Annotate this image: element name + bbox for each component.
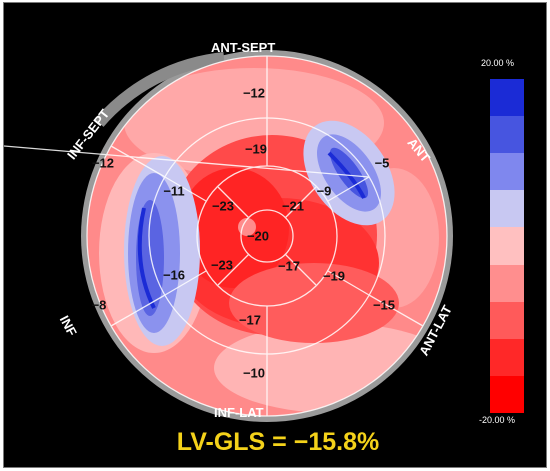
segment-basal-inf-sept: −12 (91, 155, 115, 171)
segment-basal-inf: −8 (91, 297, 107, 313)
wall-label-inf-lat: INF-LAT (214, 405, 264, 420)
wall-label-ant-sept: ANT-SEPT (211, 40, 276, 55)
segment-apical-ant: −21 (281, 198, 305, 214)
segment-grid (4, 55, 448, 417)
segment-apical-lat: −17 (277, 258, 301, 274)
colorbar-max-label: 20.00 % (481, 58, 515, 68)
segment-mid-ant-lat: −19 (322, 268, 346, 284)
colorbar-band (490, 190, 524, 228)
colorbar-band (490, 153, 524, 191)
segment-apical-sept: −23 (211, 198, 235, 214)
strain-colorbar (490, 79, 524, 413)
segment-basal-ant: −5 (374, 155, 390, 171)
rim-arc (94, 52, 225, 127)
segment-mid-inf-lat: −17 (238, 312, 262, 328)
colorbar-band (490, 116, 524, 154)
bullseye-plot (4, 50, 453, 422)
segment-mid-inf-sept: −11 (163, 183, 185, 199)
bullseye-figure: ANT-SEPT ANT ANT-LAT INF-LAT INF INF-SEP… (3, 2, 547, 468)
segment-basal-ant-sept: −12 (242, 85, 266, 101)
colorbar-band (490, 375, 524, 413)
segment-mid-ant-sept: −19 (244, 141, 268, 157)
colorbar-band (490, 301, 524, 339)
colorbar-band (490, 79, 524, 117)
colorbar-band (490, 227, 524, 265)
colorbar-band (490, 264, 524, 302)
segment-mid-ant: −9 (316, 183, 332, 199)
segment-basal-inf-lat: −10 (242, 365, 266, 381)
colorbar-band (490, 338, 524, 376)
segment-apical-inf: −23 (210, 257, 234, 273)
segment-apex: −20 (246, 228, 270, 244)
segment-mid-inf: −16 (162, 267, 186, 283)
segment-basal-ant-lat: −15 (372, 297, 396, 313)
lv-gls-value: LV-GLS = −15.8% (176, 428, 380, 456)
colorbar-min-label: -20.00 % (479, 415, 516, 425)
